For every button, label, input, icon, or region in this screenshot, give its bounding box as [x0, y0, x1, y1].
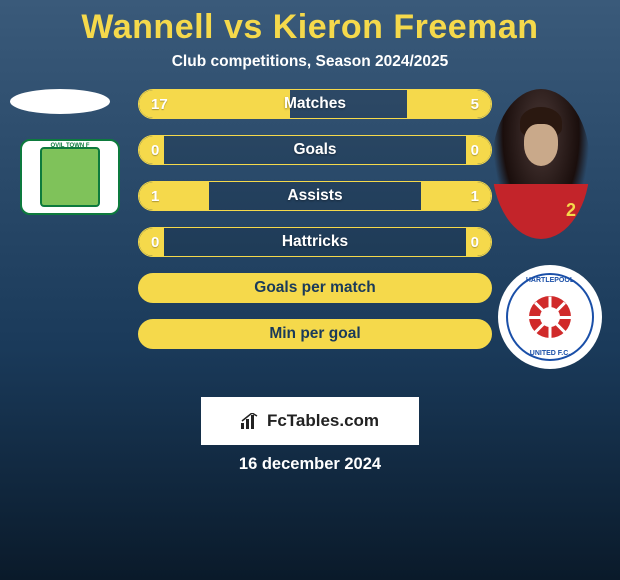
- stat-label: Min per goal: [139, 320, 491, 348]
- stat-row: 175Matches: [138, 89, 492, 119]
- stat-row: 00Hattricks: [138, 227, 492, 257]
- chart-icon: [241, 413, 261, 429]
- infographic-container: Wannell vs Kieron Freeman Club competiti…: [0, 0, 620, 580]
- branding-text: FcTables.com: [267, 411, 379, 431]
- left-club-crest: [40, 147, 100, 207]
- page-title: Wannell vs Kieron Freeman: [0, 8, 620, 47]
- stat-row: 11Assists: [138, 181, 492, 211]
- avatar-face: [524, 124, 558, 166]
- club-center-icon: [529, 296, 571, 338]
- right-club-text-bot: UNITED F.C.: [530, 350, 570, 357]
- stats-column: 175Matches 00Goals 11Assists 00Hattricks Goa…: [138, 89, 492, 365]
- jersey-number: 2: [566, 200, 576, 221]
- stat-label: Goals per match: [139, 274, 491, 302]
- branding-badge: FcTables.com: [201, 397, 419, 445]
- stat-row: 00Goals: [138, 135, 492, 165]
- left-club-badge: OVIL TOWN F: [20, 139, 120, 215]
- right-player-avatar: 2: [492, 89, 590, 239]
- stat-row: Min per goal: [138, 319, 492, 349]
- page-subtitle: Club competitions, Season 2024/2025: [0, 53, 620, 71]
- stat-label: Matches: [139, 90, 491, 118]
- left-player-avatar: [10, 89, 110, 114]
- stat-label: Goals: [139, 136, 491, 164]
- right-club-text-top: HARTLEPOOL: [526, 277, 574, 284]
- right-club-badge: HARTLEPOOL UNITED F.C.: [498, 265, 602, 369]
- date-text: 16 december 2024: [0, 455, 620, 474]
- stat-label: Hattricks: [139, 228, 491, 256]
- stat-row: Goals per match: [138, 273, 492, 303]
- main-area: OVIL TOWN F 2 HARTLEPOOL UNITED F.C. 175…: [0, 89, 620, 349]
- stat-label: Assists: [139, 182, 491, 210]
